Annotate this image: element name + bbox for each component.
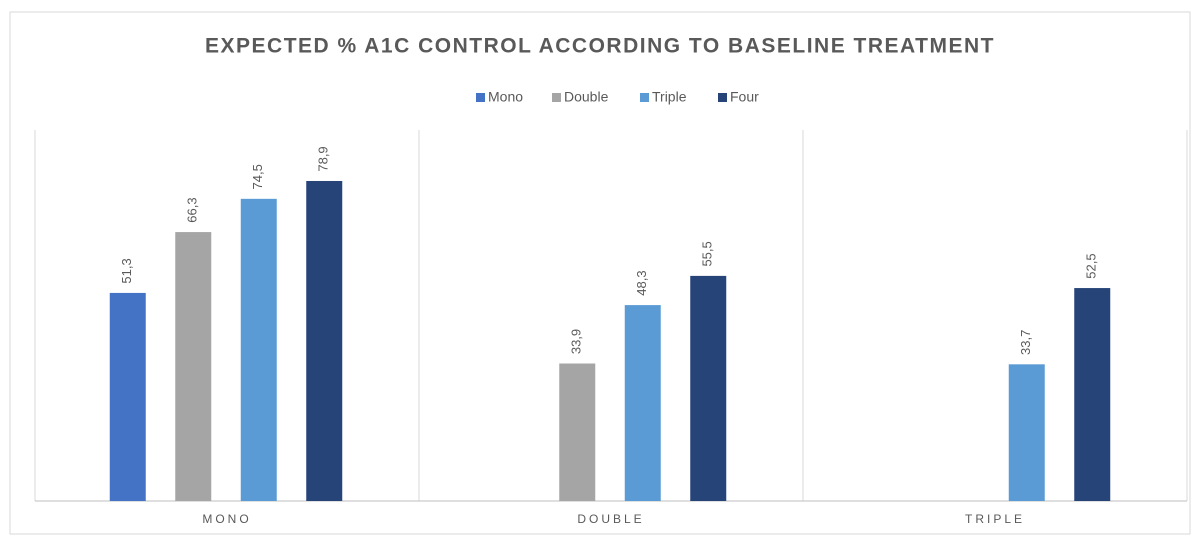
value-label: 51,3 [119,258,134,283]
value-label: 48,3 [634,270,649,295]
value-label: 78,9 [316,146,331,171]
bar [1008,364,1045,501]
legend-label: Triple [652,89,687,105]
bar [1074,288,1111,501]
bar [690,275,727,501]
value-label: 74,5 [250,164,265,189]
x-tick-label: DOUBLE [577,512,644,526]
legend-swatch [718,93,727,102]
x-tick-label: MONO [202,512,251,526]
value-label: 33,9 [569,329,584,354]
bar [306,180,343,501]
legend-swatch [640,93,649,102]
bar [109,292,146,501]
value-label: 55,5 [700,241,715,266]
x-tick-label: TRIPLE [965,512,1025,526]
legend-label: Four [730,89,759,105]
chart-title: EXPECTED % A1C CONTROL ACCORDING TO BASE… [205,35,995,58]
legend-label: Mono [488,89,523,105]
legend-swatch [552,93,561,102]
value-label: 66,3 [185,197,200,222]
value-label: 33,7 [1018,330,1033,355]
legend-label: Double [564,89,609,105]
value-label: 52,5 [1084,253,1099,278]
legend-swatch [476,93,485,102]
bar [624,305,661,501]
bar [559,363,596,501]
bar [240,198,277,501]
bar [175,232,212,501]
